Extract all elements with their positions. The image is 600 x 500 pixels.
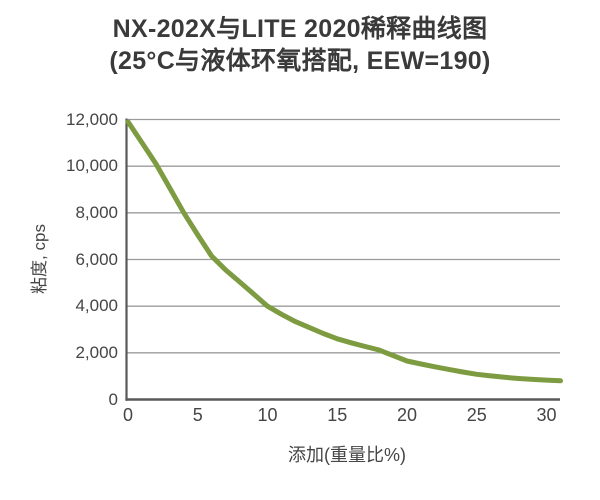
x-tick-label: 30	[536, 405, 557, 425]
y-tick-label: 0	[108, 389, 118, 409]
chart-title-line2: (25°C与液体环氧搭配, EEW=190)	[109, 47, 491, 75]
chart-title-line1: NX-202X与LITE 2020稀释曲线图	[112, 15, 488, 43]
y-tick-label: 10,000	[66, 156, 118, 176]
x-tick-label: 5	[192, 405, 203, 425]
y-tick-label: 4,000	[75, 296, 118, 316]
x-tick-label: 20	[397, 405, 418, 425]
x-axis-title: 添加(重量比%)	[288, 445, 406, 465]
x-tick-label: 10	[257, 405, 278, 425]
x-tick-label: 0	[122, 405, 133, 425]
y-tick-label: 6,000	[75, 249, 118, 269]
y-tick-label: 12,000	[66, 109, 118, 129]
x-tick-label: 15	[327, 405, 348, 425]
y-tick-label: 8,000	[75, 202, 118, 222]
y-tick-label: 2,000	[75, 342, 118, 362]
x-tick-label: 25	[466, 405, 487, 425]
chart-title: NX-202X与LITE 2020稀释曲线图 (25°C与液体环氧搭配, EEW…	[0, 13, 600, 77]
series-curve	[125, 119, 563, 384]
